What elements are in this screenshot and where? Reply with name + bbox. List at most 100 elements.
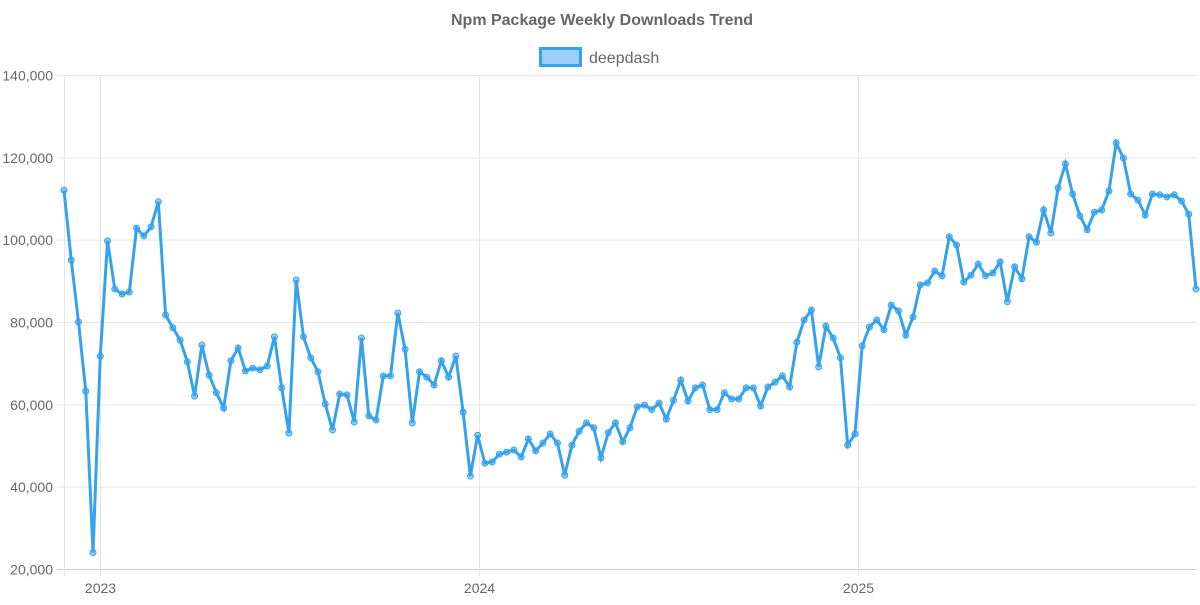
- data-point: [742, 384, 750, 392]
- data-point: [1163, 193, 1171, 201]
- data-point: [75, 318, 83, 326]
- y-tick-label: 40,000: [10, 479, 53, 495]
- x-axis: 2023 2024 2025: [85, 580, 874, 596]
- data-point: [532, 447, 540, 455]
- data-point: [198, 341, 206, 349]
- data-point: [60, 186, 68, 194]
- data-point: [510, 446, 518, 454]
- x-tick-label: 2023: [85, 580, 116, 596]
- series-line-deepdash: [62, 137, 1198, 553]
- data-point: [1112, 139, 1120, 147]
- data-point: [1185, 210, 1193, 218]
- data-point: [778, 372, 786, 380]
- data-point: [1076, 212, 1084, 220]
- data-point: [633, 403, 641, 411]
- data-point: [894, 307, 902, 315]
- data-point: [358, 334, 366, 342]
- data-point: [749, 384, 757, 392]
- data-point: [343, 391, 351, 399]
- data-point: [902, 331, 910, 339]
- y-tick-label: 120,000: [2, 150, 53, 166]
- data-point: [1018, 275, 1026, 283]
- data-point: [147, 223, 155, 231]
- data-point: [430, 381, 438, 389]
- data-point: [524, 435, 532, 443]
- y-axis: 20,000 40,000 60,000 80,000 100,000 120,000 14…: [2, 68, 53, 578]
- data-point: [909, 313, 917, 321]
- data-point: [720, 389, 728, 397]
- data-point: [757, 402, 765, 410]
- data-point: [561, 471, 569, 479]
- data-point: [154, 198, 162, 206]
- data-point: [104, 237, 112, 245]
- data-point: [1141, 211, 1149, 219]
- data-point: [553, 439, 561, 447]
- data-point: [495, 450, 503, 458]
- data-point: [1054, 184, 1062, 192]
- y-tick-label: 80,000: [10, 315, 53, 331]
- data-point: [1069, 190, 1077, 198]
- data-point: [677, 376, 685, 384]
- data-point: [604, 429, 612, 437]
- data-point: [488, 458, 496, 466]
- data-point: [691, 384, 699, 392]
- data-point: [982, 272, 990, 280]
- data-point: [699, 381, 707, 389]
- data-point: [452, 352, 460, 360]
- data-point: [292, 276, 300, 284]
- data-point: [836, 354, 844, 362]
- data-point: [974, 260, 982, 268]
- data-point: [82, 387, 90, 395]
- data-point: [183, 358, 191, 366]
- data-point: [728, 395, 736, 403]
- data-point: [263, 362, 271, 370]
- data-point: [517, 453, 525, 461]
- data-point: [125, 288, 133, 296]
- legend[interactable]: deepdash: [539, 47, 660, 68]
- data-point: [1192, 285, 1200, 293]
- data-point: [626, 424, 634, 432]
- data-point: [416, 368, 424, 376]
- data-point: [807, 306, 815, 314]
- data-point: [1003, 298, 1011, 306]
- data-point: [851, 430, 859, 438]
- y-tick-label: 100,000: [2, 232, 53, 248]
- data-point: [118, 290, 126, 298]
- data-point: [278, 384, 286, 392]
- data-point: [575, 427, 583, 435]
- data-point: [1098, 206, 1106, 214]
- x-tick-label: 2025: [843, 580, 874, 596]
- data-point: [1119, 154, 1127, 162]
- plot-area: [60, 137, 1200, 557]
- data-point: [648, 406, 656, 414]
- data-point: [815, 363, 823, 371]
- data-point: [960, 278, 968, 286]
- data-point: [379, 372, 387, 380]
- data-point: [234, 344, 242, 352]
- data-point: [829, 334, 837, 342]
- x-tick-label: 2024: [464, 580, 495, 596]
- data-point: [314, 368, 322, 376]
- data-point: [481, 459, 489, 467]
- data-point: [662, 415, 670, 423]
- data-point: [916, 281, 924, 289]
- data-point: [880, 326, 888, 334]
- data-point: [568, 441, 576, 449]
- data-point: [111, 285, 119, 293]
- data-point: [445, 373, 453, 381]
- data-point: [1040, 206, 1048, 214]
- data-point: [931, 267, 939, 275]
- data-point: [336, 390, 344, 398]
- data-point: [858, 342, 866, 350]
- data-point: [1156, 191, 1164, 199]
- data-point: [67, 256, 75, 264]
- data-point: [408, 419, 416, 427]
- data-point: [503, 448, 511, 456]
- data-point: [684, 397, 692, 405]
- data-point: [474, 431, 482, 439]
- data-point: [996, 258, 1004, 266]
- data-point: [1177, 197, 1185, 205]
- data-point: [1148, 190, 1156, 198]
- data-point: [1170, 191, 1178, 199]
- data-point: [1061, 160, 1069, 168]
